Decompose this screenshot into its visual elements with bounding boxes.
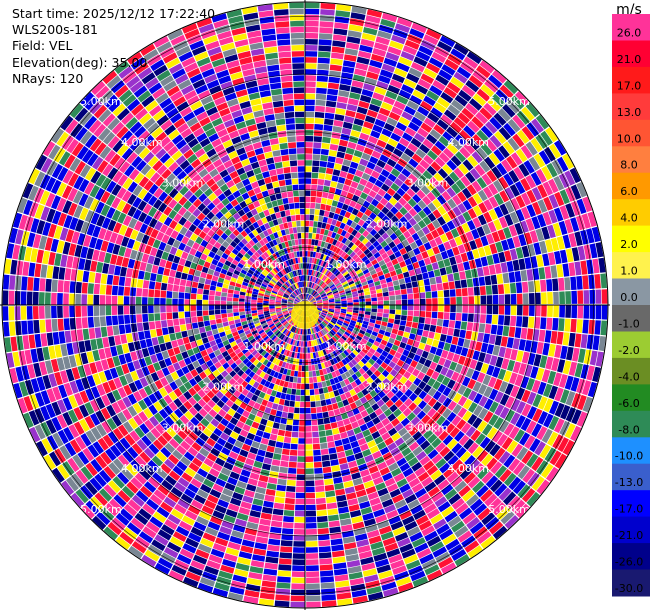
colorbar-swatch-15 bbox=[612, 410, 650, 438]
ring-label-2km-0: 2.00km bbox=[203, 217, 245, 230]
colorbar-tick-label: -4.0 bbox=[618, 370, 639, 383]
field-text: Field: VEL bbox=[12, 38, 73, 54]
colorbar-swatch-12 bbox=[612, 331, 650, 359]
colorbar-swatch-7 bbox=[612, 199, 650, 227]
colorbar-swatch-13 bbox=[612, 357, 650, 385]
range-ring-5km bbox=[15, 15, 595, 595]
range-ring-4km bbox=[73, 73, 537, 537]
colorbar-swatch-4 bbox=[612, 119, 650, 147]
colorbar-swatch-17 bbox=[612, 463, 650, 491]
colorbar-swatch-10 bbox=[612, 278, 650, 306]
colorbar-swatch-9 bbox=[612, 252, 650, 280]
ring-label-2km-3: 2.00km bbox=[203, 381, 245, 394]
colorbar-swatch-18 bbox=[612, 490, 650, 518]
ring-label-4km-1: 4.00km bbox=[447, 136, 489, 149]
colorbar-swatch-1 bbox=[612, 40, 650, 68]
colorbar-tick-label: -8.0 bbox=[618, 423, 639, 436]
colorbar-swatch-16 bbox=[612, 437, 650, 465]
ring-label-4km-3: 4.00km bbox=[121, 462, 163, 475]
ring-label-3km-1: 3.00km bbox=[407, 177, 449, 190]
gate-class-blue bbox=[2, 8, 608, 601]
colorbar-tick-label: 0.0 bbox=[620, 291, 638, 304]
colorbar-swatch-14 bbox=[612, 384, 650, 412]
colorbar-swatch-5 bbox=[612, 146, 650, 174]
colorbar-swatch-19 bbox=[612, 516, 650, 544]
colorbar-swatch-20 bbox=[612, 543, 650, 571]
colorbar-swatch-8 bbox=[612, 225, 650, 253]
gate-class-purple bbox=[6, 4, 604, 608]
colorbar-tick-label: -30.0 bbox=[615, 582, 643, 595]
range-ring-2km bbox=[189, 189, 421, 421]
ring-label-2km-2: 2.00km bbox=[366, 381, 408, 394]
ring-label-1km-3: 1.00km bbox=[243, 340, 285, 353]
gate-class-pink bbox=[8, 10, 600, 608]
colorbar-swatch-3 bbox=[612, 93, 650, 121]
colorbar-tick-label: -17.0 bbox=[615, 503, 643, 516]
colorbar-tick-label: 8.0 bbox=[620, 159, 638, 172]
ring-label-2km-1: 2.00km bbox=[366, 217, 408, 230]
elevation-text: Elevation(deg): 35.00 bbox=[12, 54, 148, 70]
colorbar-tick-label: 13.0 bbox=[617, 106, 642, 119]
ring-label-1km-0: 1.00km bbox=[243, 258, 285, 271]
colorbar-tick-label: 1.0 bbox=[620, 265, 638, 278]
ppi-plot: 1.00km 1.00km 1.00km 1.00km 2.00km 2.00km 2.00… bbox=[0, 0, 610, 610]
colorbar-swatch-21 bbox=[612, 569, 650, 597]
colorbar-tick-label: -26.0 bbox=[615, 556, 643, 569]
ring-label-5km-1: 5.00km bbox=[488, 95, 530, 108]
ring-label-4km-0: 4.00km bbox=[121, 136, 163, 149]
colorbar-tick-label: -6.0 bbox=[618, 397, 639, 410]
instrument-text: WLS200s-181 bbox=[12, 22, 98, 38]
colorbar-tick-label: 26.0 bbox=[617, 27, 642, 40]
colorbar-tick-label: -21.0 bbox=[615, 529, 643, 542]
gate-class-green bbox=[4, 2, 607, 595]
colorbar-tick-label: 4.0 bbox=[620, 212, 638, 225]
colorbar-tick-label: -10.0 bbox=[615, 450, 643, 463]
ring-label-3km-2: 3.00km bbox=[407, 421, 449, 434]
gate-class-navy bbox=[2, 9, 606, 608]
ring-label-5km-3: 5.00km bbox=[80, 503, 122, 516]
ring-label-5km-0: 5.00km bbox=[80, 95, 122, 108]
velocity-colorbar: m/s26.021.017.013.010.08.06.04.02.01.00.… bbox=[612, 2, 650, 597]
colorbar-tick-label: 10.0 bbox=[617, 132, 642, 145]
ring-label-1km-1: 1.00km bbox=[325, 258, 367, 271]
ring-label-3km-3: 3.00km bbox=[162, 421, 204, 434]
colorbar-swatch-11 bbox=[612, 305, 650, 332]
colorbar-swatch-0 bbox=[612, 14, 650, 41]
colorbar-tick-label: -13.0 bbox=[615, 476, 643, 489]
colorbar-swatch-6 bbox=[612, 172, 650, 200]
colorbar-tick-label: 6.0 bbox=[620, 185, 638, 198]
colorbar-tick-label: -2.0 bbox=[618, 344, 639, 357]
start-time-text: Start time: 2025/12/12 17:22:40 bbox=[12, 6, 216, 21]
colorbar-tick-label: 21.0 bbox=[617, 53, 642, 66]
nrays-text: NRays: 120 bbox=[12, 70, 84, 86]
colorbar-tick-label: -1.0 bbox=[618, 318, 639, 331]
outer-boundary bbox=[1, 1, 609, 609]
ring-label-5km-2: 5.00km bbox=[488, 503, 530, 516]
colorbar-tick-label: 17.0 bbox=[617, 79, 642, 92]
ring-label-1km-2: 1.00km bbox=[325, 340, 367, 353]
range-ring-3km bbox=[131, 131, 479, 479]
ring-label-4km-2: 4.00km bbox=[447, 462, 489, 475]
ring-label-3km-0: 3.00km bbox=[162, 177, 204, 190]
colorbar-tick-label: 2.0 bbox=[620, 238, 638, 251]
range-ring-1km bbox=[246, 246, 364, 364]
colorbar-swatch-2 bbox=[612, 66, 650, 94]
scan-info: Start time: 2025/12/12 17:22:40 WLS200s-… bbox=[12, 6, 215, 87]
